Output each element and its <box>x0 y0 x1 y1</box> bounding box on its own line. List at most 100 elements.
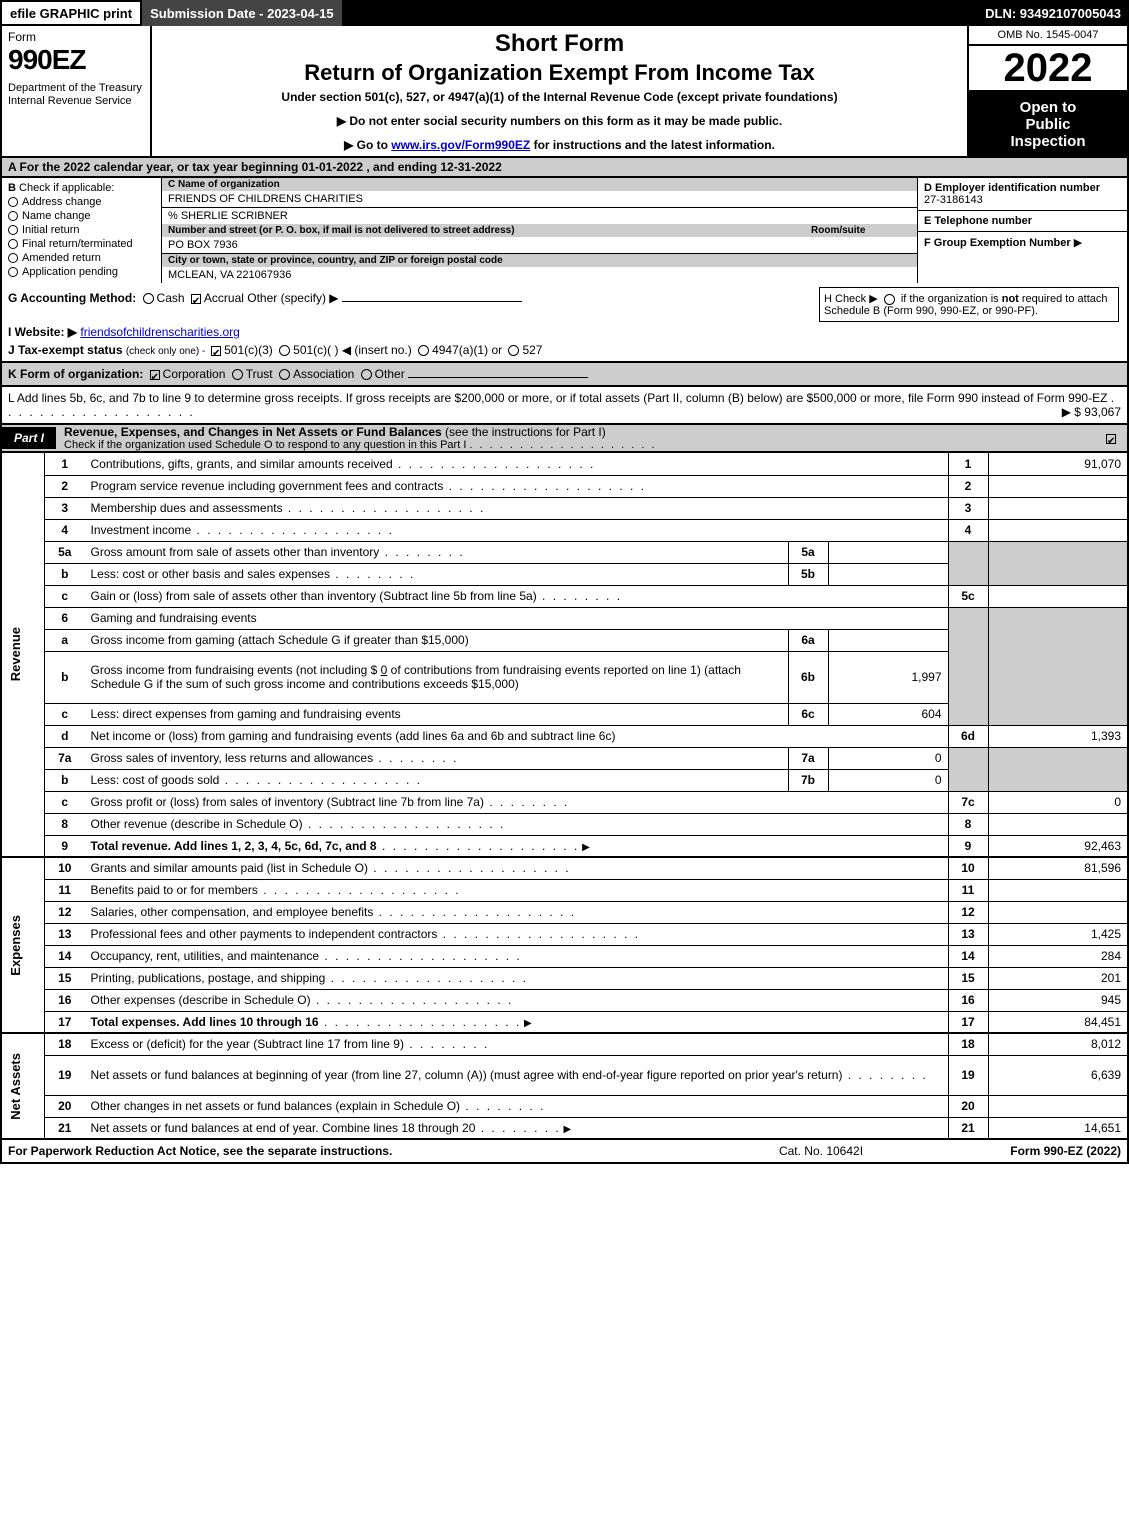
l10-num: 10 <box>45 857 85 879</box>
k-assoc-chk[interactable] <box>279 369 290 380</box>
l17-num: 17 <box>45 1011 85 1033</box>
l18-desc: Excess or (deficit) for the year (Subtra… <box>85 1033 949 1055</box>
group-head: F Group Exemption Number <box>924 237 1071 249</box>
h-checkbox[interactable] <box>884 294 895 305</box>
row-g-to-j: H Check ▶ if the organization is not req… <box>0 283 1129 363</box>
line-3: 3 Membership dues and assessments 3 <box>1 497 1128 519</box>
l9-num: 9 <box>45 835 85 857</box>
l4-desc: Investment income <box>85 519 949 541</box>
j-501c3-chk[interactable] <box>211 346 221 356</box>
j-527-chk[interactable] <box>508 345 519 356</box>
g-cash-chk[interactable] <box>143 293 154 304</box>
l7b-num: b <box>45 769 85 791</box>
l7ab-rnum-grey <box>948 747 988 791</box>
c-name-head: C Name of organization <box>162 178 917 191</box>
chk-final-return[interactable]: Final return/terminated <box>8 238 155 250</box>
l13-num: 13 <box>45 923 85 945</box>
l1-desc-text: Contributions, gifts, grants, and simila… <box>91 457 393 471</box>
opt-final: Final return/terminated <box>22 238 133 250</box>
l9-rval: 92,463 <box>988 835 1128 857</box>
l5ab-rnum-grey <box>948 541 988 585</box>
row-j: J Tax-exempt status (check only one) - 5… <box>8 343 1121 357</box>
j-501c3: 501(c)(3) <box>224 343 273 357</box>
l11-rnum: 11 <box>948 879 988 901</box>
checkbox-icon <box>8 197 18 207</box>
chk-app-pending[interactable]: Application pending <box>8 266 155 278</box>
l5a-midv <box>828 541 948 563</box>
chk-amended[interactable]: Amended return <box>8 252 155 264</box>
l6c-midv: 604 <box>828 703 948 725</box>
l6-rval-grey <box>988 607 1128 725</box>
k-trust-chk[interactable] <box>232 369 243 380</box>
lines-table: Revenue 1 Contributions, gifts, grants, … <box>0 453 1129 1140</box>
dept-label: Department of the Treasury Internal Reve… <box>8 82 144 108</box>
l2-rval <box>988 475 1128 497</box>
dots-icon <box>373 751 458 765</box>
line-14: 14 Occupancy, rent, utilities, and maint… <box>1 945 1128 967</box>
l17-rnum: 17 <box>948 1011 988 1033</box>
chk-name-change[interactable]: Name change <box>8 210 155 222</box>
chk-address-change[interactable]: Address change <box>8 196 155 208</box>
l5c-rnum: 5c <box>948 585 988 607</box>
l8-desc-text: Other revenue (describe in Schedule O) <box>91 817 303 831</box>
dots-icon <box>368 861 571 875</box>
l5a-mid: 5a <box>788 541 828 563</box>
l12-rval <box>988 901 1128 923</box>
opt-pending: Application pending <box>22 266 118 278</box>
dots-icon <box>330 567 415 581</box>
open-line2: Public <box>971 116 1125 133</box>
l5b-desc: Less: cost or other basis and sales expe… <box>85 563 789 585</box>
l9-desc: Total revenue. Add lines 1, 2, 3, 4, 5c,… <box>85 835 949 857</box>
form-number: 990EZ <box>8 44 144 76</box>
irs-link[interactable]: www.irs.gov/Form990EZ <box>391 138 530 152</box>
checkbox-icon <box>8 211 18 221</box>
city: MCLEAN, VA 221067936 <box>162 267 917 283</box>
l7b-midv: 0 <box>828 769 948 791</box>
l8-num: 8 <box>45 813 85 835</box>
l5c-rval <box>988 585 1128 607</box>
part-i-title: Revenue, Expenses, and Changes in Net As… <box>56 425 665 451</box>
dots-icon <box>319 949 522 963</box>
line-11: 11 Benefits paid to or for members 11 <box>1 879 1128 901</box>
h-text1: H Check ▶ <box>824 293 878 305</box>
l4-rval <box>988 519 1128 541</box>
l5b-desc-text: Less: cost or other basis and sales expe… <box>91 567 330 581</box>
line-17: 17 Total expenses. Add lines 10 through … <box>1 1011 1128 1033</box>
dots-icon <box>303 817 506 831</box>
part-i-checkbox-right <box>1103 431 1127 445</box>
l6c-desc: Less: direct expenses from gaming and fu… <box>85 703 789 725</box>
f-cell: F Group Exemption Number ▶ <box>918 232 1127 253</box>
k-corp-chk[interactable] <box>150 370 160 380</box>
k-other-chk[interactable] <box>361 369 372 380</box>
ein-head: D Employer identification number <box>924 182 1121 194</box>
part-i-check: Check if the organization used Schedule … <box>64 439 657 451</box>
j-4947-chk[interactable] <box>418 345 429 356</box>
l5c-desc-text: Gain or (loss) from sale of assets other… <box>91 589 537 603</box>
part-i-sub: (see the instructions for Part I) <box>445 425 606 439</box>
netassets-label: Net Assets <box>8 1053 23 1120</box>
l6a-num: a <box>45 629 85 651</box>
line-12: 12 Salaries, other compensation, and emp… <box>1 901 1128 923</box>
l15-rval: 201 <box>988 967 1128 989</box>
j-501c-chk[interactable] <box>279 345 290 356</box>
line-16: 16 Other expenses (describe in Schedule … <box>1 989 1128 1011</box>
l10-rnum: 10 <box>948 857 988 879</box>
website-link[interactable]: friendsofchildrenscharities.org <box>80 325 239 339</box>
dots-icon <box>437 927 640 941</box>
efile-label[interactable]: efile GRAPHIC print <box>0 0 142 26</box>
l7a-desc-text: Gross sales of inventory, less returns a… <box>91 751 374 765</box>
g-accrual-chk[interactable] <box>191 294 201 304</box>
block-b-to-f: B Check if applicable: Address change Na… <box>0 178 1129 283</box>
l14-desc-text: Occupancy, rent, utilities, and maintena… <box>91 949 320 963</box>
return-title: Return of Organization Exempt From Incom… <box>160 60 959 86</box>
l5c-desc: Gain or (loss) from sale of assets other… <box>85 585 949 607</box>
revenue-label: Revenue <box>8 627 23 681</box>
l20-rval <box>988 1095 1128 1117</box>
schedule-o-check[interactable] <box>1106 434 1116 444</box>
l21-desc-text: Net assets or fund balances at end of ye… <box>91 1121 476 1135</box>
l3-rval <box>988 497 1128 519</box>
dots-icon <box>283 501 486 515</box>
header-sub2: ▶ Do not enter social security numbers o… <box>160 114 959 128</box>
chk-initial-return[interactable]: Initial return <box>8 224 155 236</box>
l9-rnum: 9 <box>948 835 988 857</box>
